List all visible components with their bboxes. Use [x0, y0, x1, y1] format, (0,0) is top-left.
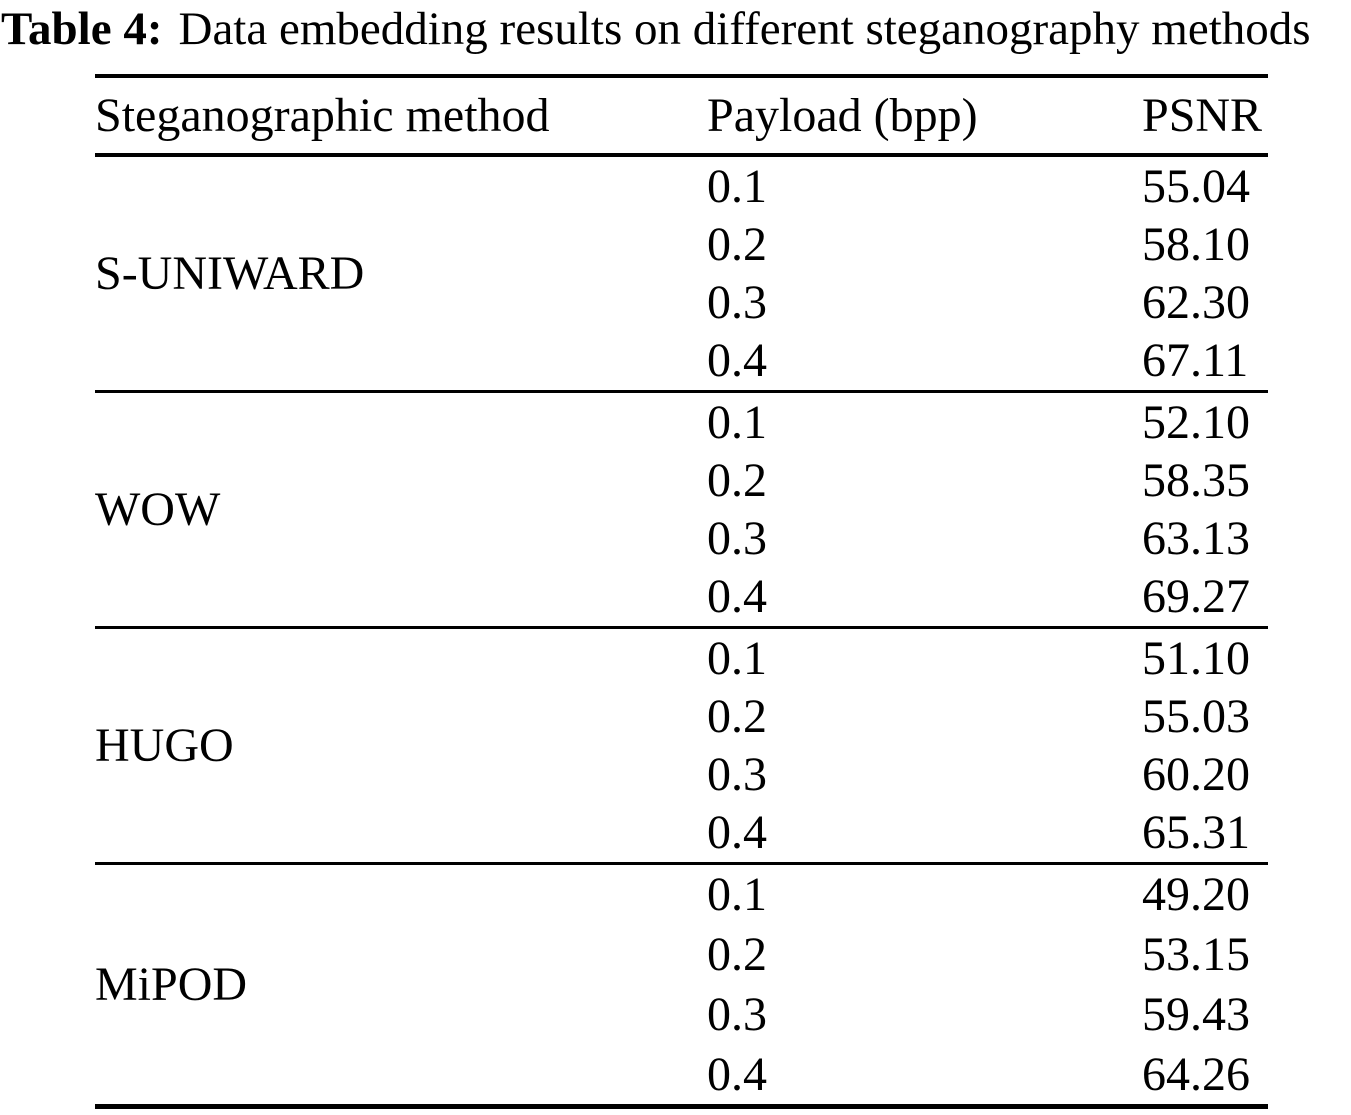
- psnr-cell: 60.20: [1142, 748, 1250, 802]
- payload-cell: 0.3: [707, 512, 767, 566]
- group-rows: 0.1 52.10 0.2 58.35 0.3 63.13 0.4 69.27: [707, 393, 1268, 626]
- table-row: 0.2 58.35: [707, 451, 1268, 509]
- column-header-psnr: PSNR: [1142, 89, 1263, 142]
- table-row: 0.3 60.20: [707, 746, 1268, 804]
- table-row: 0.4 65.31: [707, 804, 1268, 862]
- group-rows: 0.1 55.04 0.2 58.10 0.3 62.30 0.4 67.11: [707, 157, 1268, 390]
- psnr-cell: 52.10: [1142, 395, 1250, 449]
- table-row: 0.3 59.43: [707, 985, 1268, 1045]
- payload-cell: 0.4: [707, 334, 767, 388]
- payload-cell: 0.2: [707, 453, 767, 507]
- payload-cell: 0.3: [707, 276, 767, 330]
- payload-cell: 0.4: [707, 1047, 767, 1101]
- payload-cell: 0.1: [707, 395, 767, 449]
- payload-cell: 0.2: [707, 689, 767, 743]
- method-cell: S-UNIWARD: [95, 247, 365, 300]
- payload-cell: 0.1: [707, 159, 767, 213]
- payload-cell: 0.3: [707, 748, 767, 802]
- payload-cell: 0.3: [707, 987, 767, 1041]
- table-row: 0.2 58.10: [707, 215, 1268, 273]
- table-row: 0.1 51.10: [707, 629, 1268, 687]
- table-row: 0.1 52.10: [707, 393, 1268, 451]
- psnr-cell: 65.31: [1142, 806, 1250, 860]
- table-row: 0.4 64.26: [707, 1044, 1268, 1104]
- table-row: 0.2 53.15: [707, 925, 1268, 985]
- psnr-cell: 63.13: [1142, 512, 1250, 566]
- group-rows: 0.1 49.20 0.2 53.15 0.3 59.43 0.4 64.26: [707, 865, 1268, 1104]
- table-caption: Table 4: Data embedding results on differ…: [1, 1, 1351, 57]
- psnr-cell: 67.11: [1142, 334, 1249, 388]
- psnr-cell: 69.27: [1142, 570, 1250, 624]
- payload-cell: 0.2: [707, 928, 767, 982]
- method-cell: MiPOD: [95, 958, 248, 1011]
- psnr-cell: 58.35: [1142, 453, 1250, 507]
- psnr-cell: 55.03: [1142, 689, 1250, 743]
- table-group-hugo: HUGO 0.1 51.10 0.2 55.03 0.3 60.20 0.4 6…: [95, 629, 1268, 865]
- method-cell: WOW: [95, 483, 221, 536]
- caption-text: Data embedding results on different steg…: [178, 3, 1311, 55]
- table-row: 0.1 55.04: [707, 157, 1268, 215]
- payload-cell: 0.1: [707, 868, 767, 922]
- payload-cell: 0.2: [707, 217, 767, 271]
- psnr-cell: 62.30: [1142, 276, 1250, 330]
- table-group-wow: WOW 0.1 52.10 0.2 58.35 0.3 63.13 0.4 69…: [95, 393, 1268, 629]
- psnr-cell: 51.10: [1142, 631, 1250, 685]
- method-cell: HUGO: [95, 719, 234, 772]
- psnr-cell: 64.26: [1142, 1047, 1250, 1101]
- results-table: Steganographic method Payload (bpp) PSNR…: [95, 74, 1268, 1109]
- table-header-row: Steganographic method Payload (bpp) PSNR: [95, 78, 1268, 157]
- payload-cell: 0.1: [707, 631, 767, 685]
- caption-label: Table 4:: [1, 3, 163, 55]
- table-row: 0.4 69.27: [707, 568, 1268, 626]
- table-group-mipod: MiPOD 0.1 49.20 0.2 53.15 0.3 59.43 0.4 …: [95, 865, 1268, 1109]
- table-row: 0.2 55.03: [707, 687, 1268, 745]
- table-row: 0.3 62.30: [707, 274, 1268, 332]
- payload-cell: 0.4: [707, 806, 767, 860]
- psnr-cell: 59.43: [1142, 987, 1250, 1041]
- psnr-cell: 55.04: [1142, 159, 1250, 213]
- psnr-cell: 49.20: [1142, 868, 1250, 922]
- table-group-suniward: S-UNIWARD 0.1 55.04 0.2 58.10 0.3 62.30 …: [95, 157, 1268, 393]
- psnr-cell: 58.10: [1142, 217, 1250, 271]
- group-rows: 0.1 51.10 0.2 55.03 0.3 60.20 0.4 65.31: [707, 629, 1268, 862]
- table-row: 0.1 49.20: [707, 865, 1268, 925]
- column-header-payload: Payload (bpp): [707, 89, 978, 142]
- psnr-cell: 53.15: [1142, 928, 1250, 982]
- payload-cell: 0.4: [707, 570, 767, 624]
- table-row: 0.3 63.13: [707, 510, 1268, 568]
- column-header-method: Steganographic method: [95, 89, 550, 142]
- table-row: 0.4 67.11: [707, 332, 1268, 390]
